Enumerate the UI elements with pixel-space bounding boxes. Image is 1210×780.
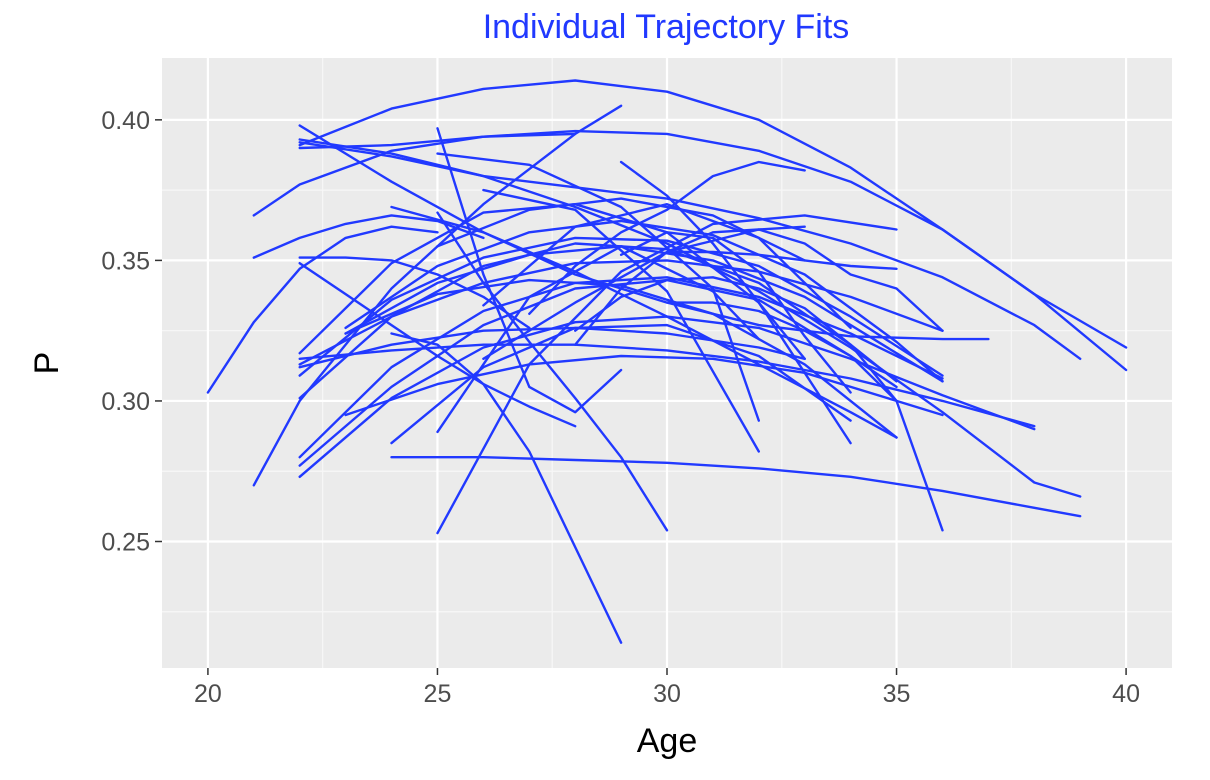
trajectory-line-29 bbox=[436, 211, 669, 532]
trajectory-line-13 bbox=[298, 259, 944, 366]
x-tick-label: 40 bbox=[1112, 680, 1140, 708]
chart-title: Individual Trajectory Fits bbox=[483, 8, 850, 46]
trajectory-line-25 bbox=[390, 456, 1082, 518]
trajectory-line-27 bbox=[390, 332, 623, 644]
trajectory-line-37 bbox=[482, 188, 760, 453]
y-tick-label: 0.35 bbox=[101, 247, 150, 275]
trajectory-line-23 bbox=[344, 278, 898, 439]
trajectory-line-19 bbox=[298, 343, 1036, 428]
trajectory-line-15 bbox=[298, 276, 944, 459]
trajectory-line-1 bbox=[206, 225, 439, 394]
trajectory-line-24 bbox=[344, 354, 944, 417]
trajectory-line-33 bbox=[436, 152, 760, 422]
trajectory-line-39 bbox=[574, 228, 944, 346]
trajectory-line-38 bbox=[528, 160, 806, 315]
trajectory-line-20 bbox=[298, 262, 577, 428]
x-axis-ticks: 20 25 30 35 40 bbox=[194, 668, 1140, 708]
series-lines bbox=[206, 79, 1128, 644]
x-tick-label: 20 bbox=[194, 680, 222, 708]
y-axis-ticks: 0.25 0.30 0.35 0.40 bbox=[101, 107, 162, 557]
trajectory-line-41 bbox=[619, 231, 852, 394]
major-gridlines bbox=[162, 58, 1172, 668]
x-tick-label: 35 bbox=[883, 680, 911, 708]
trajectory-line-32 bbox=[436, 245, 760, 434]
x-tick-label: 30 bbox=[653, 680, 681, 708]
trajectory-line-21 bbox=[344, 219, 944, 383]
x-axis-title: Age bbox=[637, 722, 698, 760]
trajectory-line-8 bbox=[298, 141, 1082, 360]
trajectory-line-42 bbox=[619, 160, 852, 445]
trajectory-line-10 bbox=[298, 256, 531, 330]
trajectory-line-28 bbox=[390, 323, 852, 445]
trajectory-line-26 bbox=[390, 205, 898, 439]
trajectory-line-30 bbox=[436, 127, 623, 414]
trajectory-line-12 bbox=[298, 236, 944, 377]
y-tick-label: 0.40 bbox=[101, 107, 150, 135]
x-tick-label: 25 bbox=[424, 680, 452, 708]
trajectory-line-44 bbox=[665, 250, 898, 270]
trajectory-line-43 bbox=[665, 301, 898, 389]
y-tick-label: 0.25 bbox=[101, 529, 150, 557]
y-axis-title: P bbox=[28, 352, 66, 375]
trajectory-line-40 bbox=[574, 276, 944, 532]
trajectory-line-7 bbox=[298, 129, 1128, 372]
trajectory-line-35 bbox=[482, 202, 852, 330]
y-tick-label: 0.30 bbox=[101, 388, 150, 416]
